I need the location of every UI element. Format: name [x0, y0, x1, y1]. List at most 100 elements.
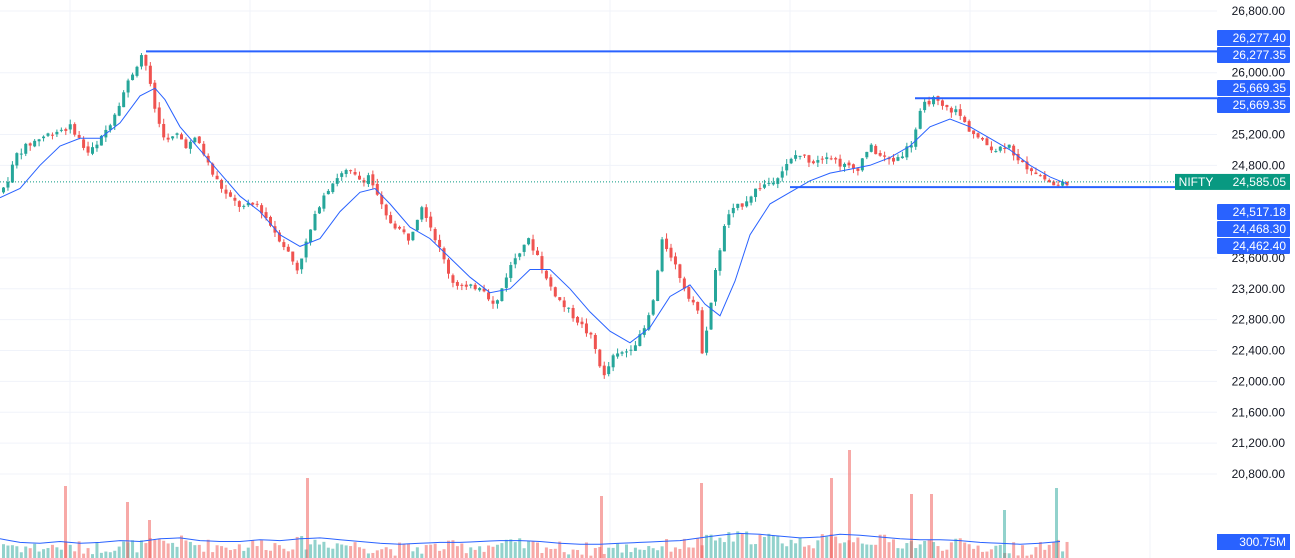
candle-body [277, 232, 281, 242]
y-tick-label: 24,800.00 [1232, 158, 1286, 172]
volume-bar [162, 540, 166, 558]
volume-bar [202, 551, 206, 558]
candle-body [994, 151, 998, 153]
volume-bar [10, 545, 14, 558]
candle-body [224, 189, 228, 194]
candle-body [687, 287, 691, 299]
volume-bar [171, 542, 175, 558]
volume-bar [731, 541, 735, 558]
volume-bar [940, 550, 944, 558]
candle-body [286, 246, 290, 252]
candle-body [945, 104, 949, 108]
candle-body [638, 334, 642, 346]
volume-bar [669, 551, 673, 558]
volume-bar [589, 555, 593, 558]
y-tick-label: 21,600.00 [1232, 405, 1286, 419]
candle-body [10, 164, 14, 183]
candle-body [598, 349, 602, 367]
volume-bar [491, 546, 495, 558]
candle-body [309, 229, 313, 243]
volume-bar [767, 533, 771, 558]
candle-body [371, 174, 375, 186]
volume-bar [166, 543, 170, 558]
candle-body [807, 155, 811, 163]
volume-average-line [0, 532, 1061, 545]
volume-bar [758, 534, 762, 558]
volume-bar [478, 546, 482, 558]
price-axis[interactable]: 26,800.00 26,000.00 25,200.00 24,800.00 23,6… [1232, 4, 1286, 481]
candle-body [607, 366, 611, 375]
candle-body [611, 355, 615, 368]
candle-body [1038, 175, 1042, 177]
volume-bar [215, 545, 219, 558]
candle-body [504, 277, 508, 288]
volume-bar [527, 541, 531, 558]
volume-bar [37, 551, 41, 558]
candle-body [37, 139, 41, 142]
volume-bar [282, 548, 286, 558]
candle-body [95, 144, 99, 149]
candle-body [487, 292, 491, 300]
candle-body [1029, 168, 1033, 172]
candle-body [2, 187, 5, 193]
candle-body [629, 349, 633, 351]
volume-bar [745, 531, 749, 558]
volume-bar [264, 550, 268, 558]
volume-bar [985, 551, 989, 558]
volume-bar [206, 539, 210, 558]
candle-body [366, 175, 370, 185]
volume-bar [228, 550, 232, 558]
volume-badge: 300.75M [1217, 534, 1290, 550]
candle-body [193, 137, 197, 143]
volume-bar [673, 547, 677, 558]
volume-bar [99, 552, 103, 558]
volume-bar [785, 546, 789, 558]
volume-bar [300, 536, 304, 558]
volume-bar [562, 552, 566, 558]
candle-body [171, 136, 175, 139]
volume-bar [464, 553, 468, 558]
volume-bar [335, 543, 339, 558]
candle-body [73, 124, 77, 135]
candle-body [896, 157, 900, 161]
volume-bar [584, 542, 588, 558]
candle-body [785, 164, 789, 171]
candle-body [985, 138, 989, 146]
candle-body [878, 153, 882, 156]
candlesticks [2, 53, 1069, 379]
volume-bar [927, 539, 931, 558]
candle-body [473, 284, 477, 290]
candle-body [718, 250, 722, 271]
candle-body [531, 239, 535, 251]
volume-bar [384, 547, 388, 558]
volume-bar [736, 531, 740, 558]
volume-bar [406, 543, 410, 558]
candle-body [914, 129, 918, 147]
volume-bar [1047, 544, 1051, 558]
candle-body [86, 146, 90, 153]
volume-bar [580, 554, 584, 558]
y-tick-label: 22,800.00 [1232, 313, 1286, 327]
horizontal-lines[interactable] [146, 50, 1217, 189]
volume-bar [540, 553, 544, 558]
candle-body [77, 135, 81, 138]
volume-bar [869, 544, 873, 558]
candle-body [900, 156, 904, 159]
volume-bar [362, 548, 366, 558]
volume-bar [722, 542, 726, 558]
volume-bar [353, 542, 357, 558]
volume-bar [86, 548, 90, 558]
candle-body [1052, 181, 1056, 186]
candle-body [233, 197, 237, 201]
volume-bar [544, 547, 548, 558]
volume-bar [518, 538, 522, 558]
volume-bar [188, 541, 192, 558]
volume-bar [932, 542, 936, 558]
symbol-badge: NIFTY 24,585.05 [1175, 173, 1290, 190]
volume-bar [843, 542, 847, 558]
volume-bar [255, 546, 259, 558]
volume-bar [954, 538, 958, 558]
volume-bar-spike [126, 502, 129, 558]
price-badge-bg [1217, 30, 1290, 46]
